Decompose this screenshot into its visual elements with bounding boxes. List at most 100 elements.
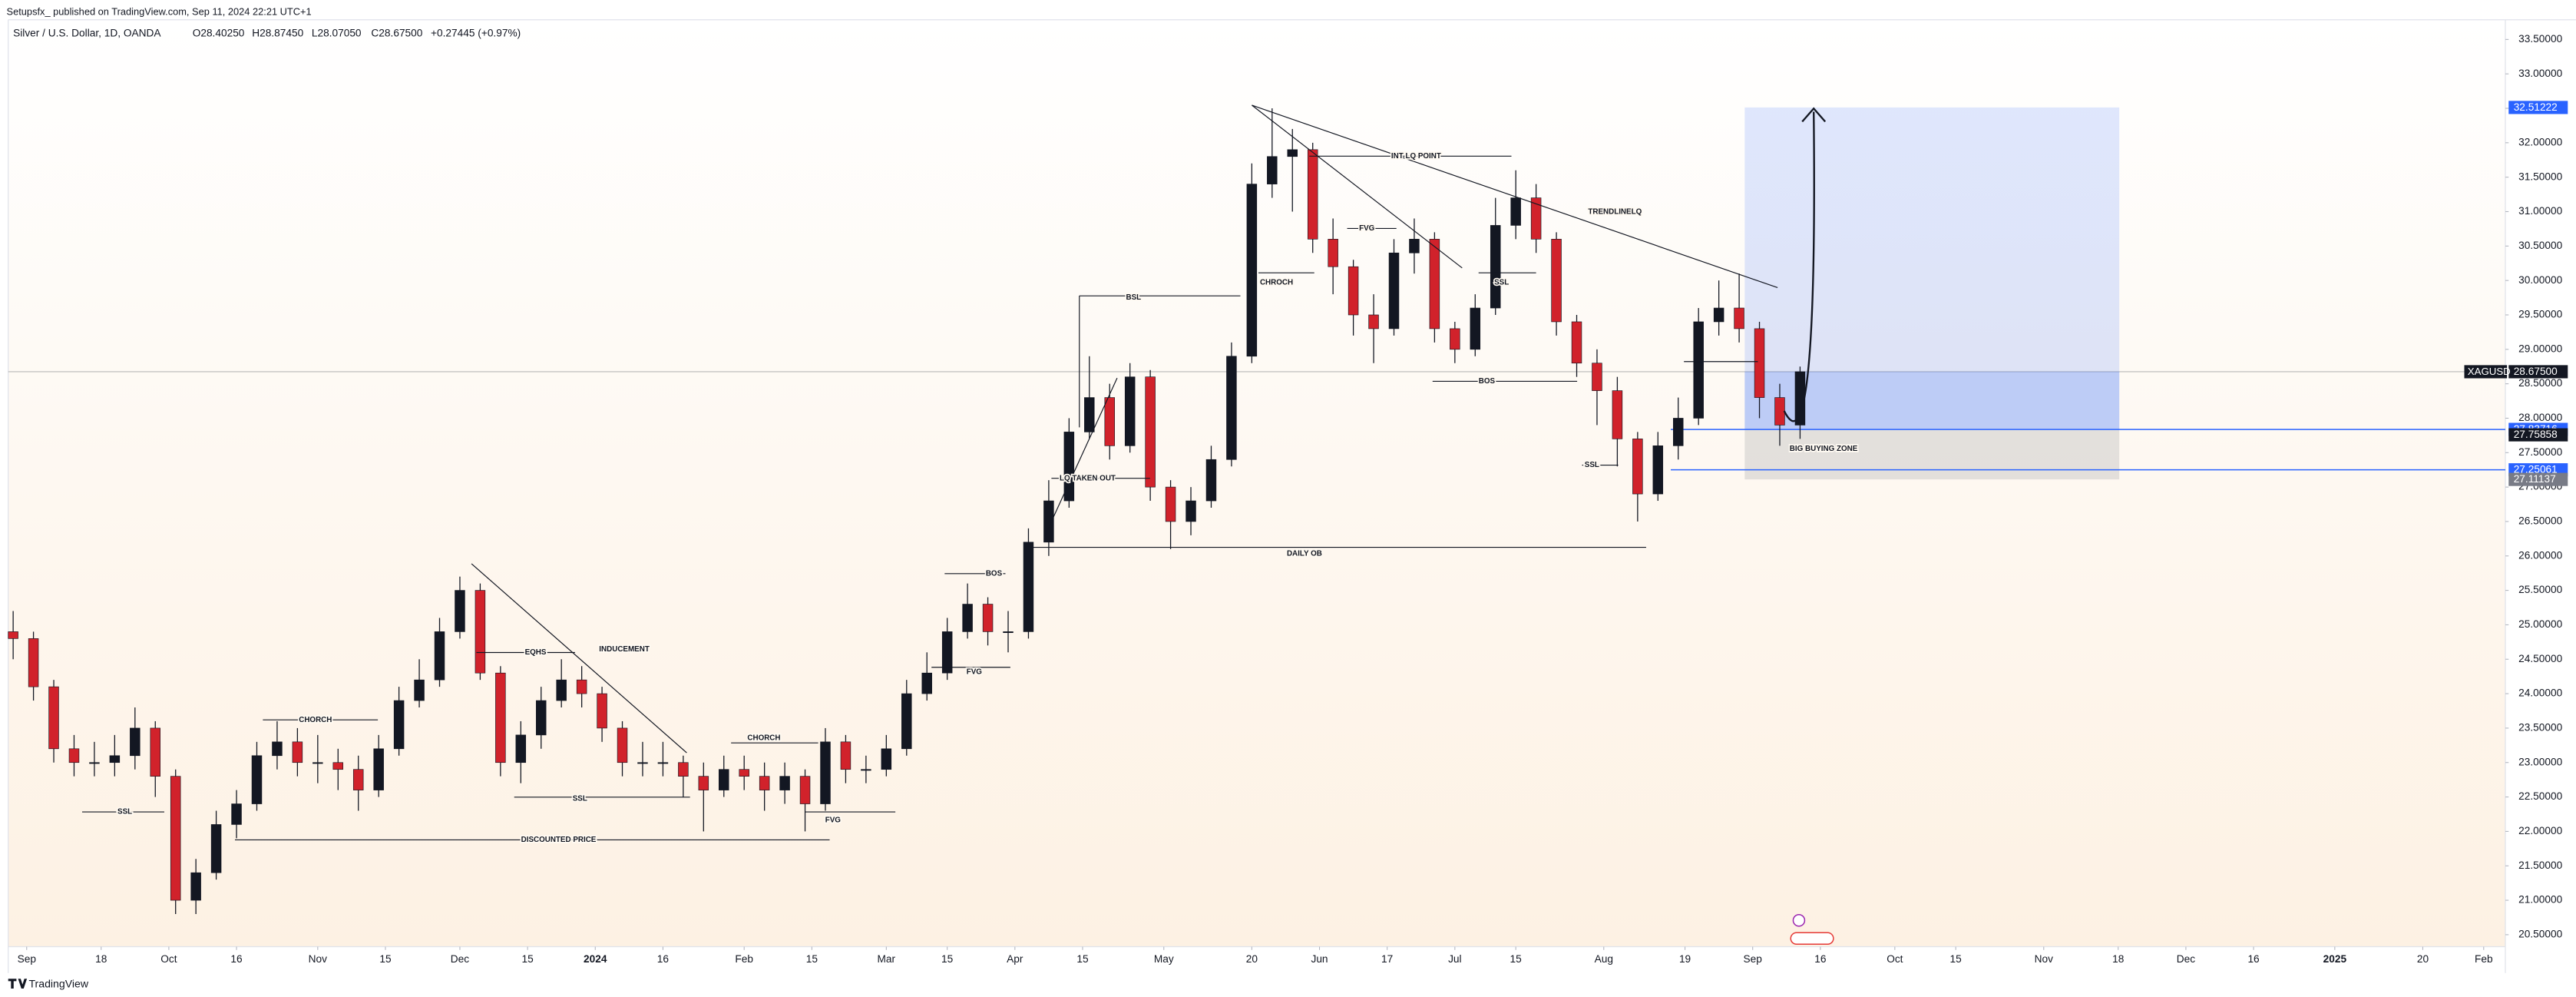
y-tick-label: 25.00000 bbox=[2518, 618, 2562, 630]
candle-body bbox=[1693, 321, 1704, 419]
price-tag: 27.11137 bbox=[2514, 473, 2556, 485]
candle-body bbox=[434, 631, 445, 681]
y-tick-label: 26.50000 bbox=[2518, 515, 2562, 527]
price-tag-bg bbox=[2508, 101, 2568, 114]
price-tag: 32.51222 bbox=[2514, 101, 2558, 113]
drawing-line bbox=[1252, 104, 1778, 289]
x-tick-label: Apr bbox=[1007, 953, 1023, 965]
y-tick-label: 25.50000 bbox=[2518, 584, 2562, 595]
y-tick-label: 20.50000 bbox=[2518, 928, 2562, 939]
x-tick-label: Dec bbox=[451, 953, 469, 965]
candle-body bbox=[1328, 239, 1338, 267]
candle-body bbox=[556, 679, 567, 701]
candle-body bbox=[68, 748, 80, 763]
y-tick-label: 29.50000 bbox=[2518, 309, 2562, 320]
y-tick-label: 22.00000 bbox=[2518, 825, 2562, 836]
x-tick-label: May bbox=[1154, 953, 1174, 965]
annotation: FVG bbox=[967, 668, 983, 677]
candle-body bbox=[698, 776, 709, 790]
x-tick-label: 20 bbox=[1246, 953, 1258, 965]
y-tick-label: 23.50000 bbox=[2518, 722, 2562, 734]
symbol-tag-bg bbox=[2464, 365, 2508, 379]
candle-body bbox=[1043, 500, 1054, 543]
y-tick-label: 23.00000 bbox=[2518, 756, 2562, 767]
candle-body bbox=[48, 686, 59, 750]
candle-body bbox=[1226, 356, 1237, 460]
annotation: BIG BUYING ZONE bbox=[1790, 445, 1858, 453]
x-tick-label: 15 bbox=[1076, 953, 1089, 965]
x-tick-label: Sep bbox=[18, 953, 37, 965]
ohlc-value: L28.07050 bbox=[312, 28, 362, 39]
candle-body bbox=[475, 590, 486, 674]
logo-mark bbox=[8, 979, 28, 989]
candle-body bbox=[1450, 328, 1460, 350]
projection-arrow bbox=[1783, 111, 1815, 422]
x-tick-label: Nov bbox=[309, 953, 327, 965]
candle-body bbox=[941, 631, 953, 674]
x-tick-label: 18 bbox=[2112, 953, 2125, 965]
candle-body bbox=[190, 872, 201, 901]
y-tick-label: 28.50000 bbox=[2518, 377, 2562, 389]
x-tick-label: 16 bbox=[2247, 953, 2260, 965]
price-tag: 27.25061 bbox=[2514, 464, 2558, 475]
candle-body bbox=[1124, 376, 1136, 446]
annotation: CHROCH bbox=[1260, 279, 1293, 287]
candle-body bbox=[292, 741, 303, 763]
candle-body bbox=[962, 604, 973, 632]
candle-body bbox=[495, 672, 506, 763]
x-tick-label: 15 bbox=[1950, 953, 1963, 965]
drawing-line bbox=[1044, 377, 1118, 536]
candle-body bbox=[150, 727, 160, 777]
x-tick-label: Jul bbox=[1448, 953, 1461, 965]
candle-body bbox=[1409, 239, 1420, 253]
footer-logo: TradingView bbox=[8, 977, 89, 989]
event-icon bbox=[1792, 914, 1806, 927]
candle-body bbox=[272, 741, 283, 757]
candle-body bbox=[1470, 307, 1481, 350]
y-tick-label: 21.50000 bbox=[2518, 860, 2562, 871]
arrow-head bbox=[1801, 107, 1827, 123]
y-tick-label: 27.50000 bbox=[2518, 446, 2562, 458]
x-tick-label: 16 bbox=[1814, 953, 1827, 965]
drawing-line bbox=[471, 563, 687, 754]
candle-body bbox=[455, 590, 465, 632]
annotation: SSL bbox=[1494, 279, 1509, 287]
x-tick-label: Oct bbox=[160, 953, 177, 965]
candle-body bbox=[210, 824, 222, 873]
candle-body bbox=[109, 755, 121, 763]
candle-body bbox=[881, 748, 892, 770]
y-tick-label: 33.50000 bbox=[2518, 33, 2562, 45]
x-tick-label: 16 bbox=[657, 953, 670, 965]
x-tick-label: Nov bbox=[2035, 953, 2053, 965]
y-tick-label: 24.50000 bbox=[2518, 653, 2562, 664]
candle-body bbox=[901, 693, 912, 750]
x-tick-label: 15 bbox=[941, 953, 954, 965]
annotation: FVG bbox=[1359, 224, 1375, 233]
candle-body bbox=[393, 700, 405, 750]
stop-zone bbox=[1744, 429, 2120, 480]
y-tick-label: 26.00000 bbox=[2518, 549, 2562, 561]
candle-body bbox=[759, 776, 770, 790]
x-tick-label: 16 bbox=[230, 953, 243, 965]
annotation: DISCOUNTED PRICE bbox=[521, 836, 597, 844]
ohlc-value: H28.87450 bbox=[252, 28, 303, 39]
x-tick-label: Jun bbox=[1311, 953, 1328, 965]
candle-body bbox=[739, 769, 749, 777]
x-tick-label: 2025 bbox=[2323, 953, 2347, 965]
candle-body bbox=[1003, 631, 1014, 634]
publisher: Setupsfx_ published on TradingView.com, … bbox=[7, 5, 312, 17]
y-tick-label: 22.50000 bbox=[2518, 790, 2562, 802]
candle-body bbox=[1592, 363, 1602, 391]
candle-body bbox=[1571, 321, 1582, 364]
x-tick-label: 15 bbox=[379, 953, 392, 965]
candle-body bbox=[1023, 542, 1034, 632]
candle-body bbox=[373, 748, 384, 790]
candle-body bbox=[982, 604, 994, 632]
x-tick-label: 19 bbox=[1679, 953, 1691, 965]
candle-body bbox=[1307, 149, 1318, 240]
price-change: +0.27445 (+0.97%) bbox=[431, 28, 521, 39]
legend-header: Silver / U.S. Dollar, 1D, OANDA O28.4025… bbox=[13, 28, 521, 39]
annotation: BOS bbox=[1479, 377, 1496, 386]
